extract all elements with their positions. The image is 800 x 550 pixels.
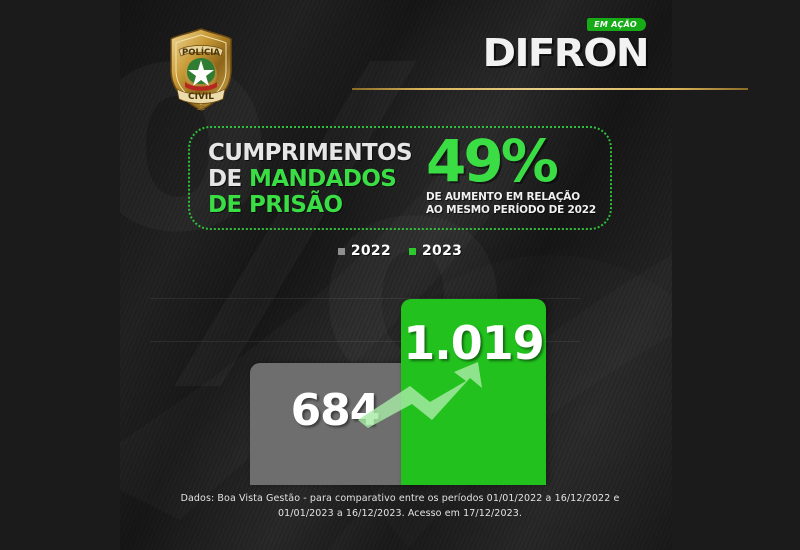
header: POLÍCIA CIVIL SC EM AÇÃO DIFRON xyxy=(120,0,748,114)
svg-text:POLÍCIA: POLÍCIA xyxy=(182,46,220,58)
footer-line-2: 01/01/2023 a 16/12/2023. Acesso em 17/12… xyxy=(277,507,523,519)
gold-divider xyxy=(352,88,748,90)
police-badge-icon: POLÍCIA CIVIL SC xyxy=(165,26,237,114)
em-acao-badge: EM AÇÃO xyxy=(587,18,646,31)
headline-box: CUMPRIMENTOS DE MANDADOS DE PRISÃO 49% D… xyxy=(188,126,612,230)
percent-sub-line-1: DE AUMENTO EM RELAÇÃO xyxy=(426,191,580,204)
footer-source-note: Dados: Boa Vista Gestão - para comparati… xyxy=(160,492,640,521)
legend-label-2022: 2022 xyxy=(350,243,391,259)
chart-legend: 2022 2023 xyxy=(188,243,612,259)
bar-chart: 684 1.019 xyxy=(120,270,672,485)
bar-value-2023: 1.019 xyxy=(403,316,545,370)
bar-2022: 684 xyxy=(250,363,420,485)
headline-line-2-prefix: DE xyxy=(208,165,242,192)
legend-label-2023: 2023 xyxy=(422,243,463,259)
gridline-upper xyxy=(150,298,580,299)
headline-text: CUMPRIMENTOS DE MANDADOS DE PRISÃO xyxy=(208,140,423,218)
legend-swatch-icon-2023 xyxy=(409,247,416,255)
headline-line-1: CUMPRIMENTOS xyxy=(208,140,413,166)
percent-sub-line-2: AO MESMO PERÍODO DE 2022 xyxy=(426,204,596,217)
footer-line-1: Dados: Boa Vista Gestão - para comparati… xyxy=(180,493,620,504)
legend-swatch-icon-2022 xyxy=(337,247,345,255)
legend-item-2023: 2023 xyxy=(409,243,462,259)
bar-value-2022: 684 xyxy=(290,385,381,436)
difron-wordmark: DIFRON xyxy=(482,31,650,75)
svg-text:SC: SC xyxy=(197,106,205,112)
difron-logo: EM AÇÃO DIFRON xyxy=(483,18,650,72)
gridline-lower xyxy=(150,341,580,342)
percent-value: 49% xyxy=(426,127,559,195)
svg-text:CIVIL: CIVIL xyxy=(188,92,214,102)
bar-2023: 1.019 xyxy=(401,299,546,485)
headline-line-3: DE PRISÃO xyxy=(208,191,343,218)
headline-line-2-highlight: MANDADOS xyxy=(249,165,397,192)
legend-item-2022: 2022 xyxy=(337,243,391,259)
percent-block: 49% DE AUMENTO EM RELAÇÃO AO MESMO PERÍO… xyxy=(426,127,608,217)
